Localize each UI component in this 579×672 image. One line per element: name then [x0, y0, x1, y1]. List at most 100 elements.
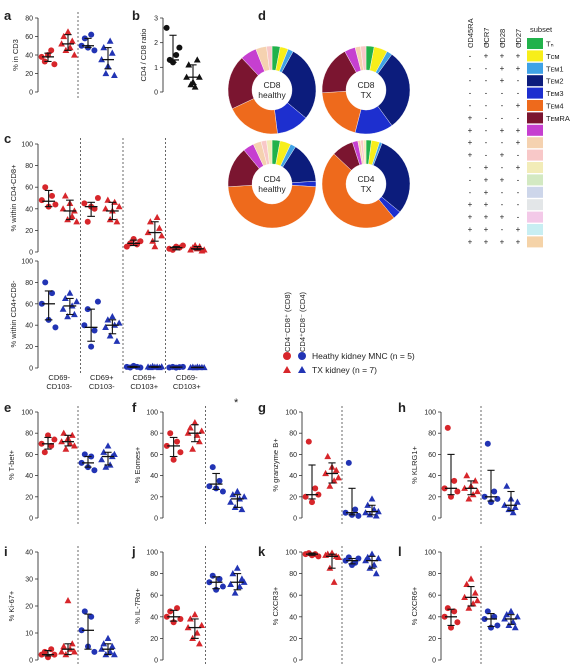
y-tick-label: 20: [25, 228, 33, 235]
y-tick-label: 80: [150, 571, 158, 578]
marker-sign: +: [500, 64, 505, 73]
data-point: [104, 442, 112, 449]
data-point: [494, 622, 501, 629]
data-point: [174, 438, 181, 445]
y-tick-label: 40: [289, 614, 297, 621]
panel-letter-a: a: [4, 8, 12, 23]
marker-sign: -: [469, 51, 472, 60]
marker-sign: -: [469, 76, 472, 85]
group-1: [322, 549, 342, 585]
data-point: [177, 615, 184, 622]
data-point: [444, 424, 451, 431]
data-point: [108, 313, 116, 320]
data-point: [137, 364, 144, 371]
data-point: [167, 430, 174, 437]
data-point: [183, 73, 190, 80]
y-tick-label: 30: [25, 577, 33, 584]
group-0: [163, 24, 183, 66]
y-tick-label: 20: [428, 494, 436, 501]
data-point: [88, 31, 95, 38]
data-point: [315, 553, 322, 560]
marker-sign: -: [501, 225, 504, 234]
marker-sign: -: [469, 89, 472, 98]
donut-slice: [377, 54, 411, 126]
subset-table: CD45RA CCR7 CD28 CD27 subset - + + + Tₙ - + + + Tᴄᴍ - - +…: [466, 18, 570, 248]
data-point: [88, 343, 95, 350]
data-point: [186, 615, 194, 622]
data-point: [71, 310, 78, 318]
marker-sign: +: [484, 237, 489, 246]
data-point: [501, 615, 508, 622]
data-point: [60, 429, 68, 436]
donut-label: CD8: [263, 80, 280, 90]
data-point: [209, 572, 216, 579]
marker-sign: -: [517, 200, 520, 209]
marker-header: CD27: [514, 29, 523, 48]
group-1: [461, 575, 481, 611]
data-point: [104, 634, 112, 641]
group-1: [184, 611, 206, 647]
data-point: [177, 449, 184, 456]
panel-letter-d: d: [258, 8, 266, 23]
marker-header: CCR7: [482, 28, 491, 48]
subset-swatch: [527, 38, 543, 49]
data-point: [71, 648, 78, 655]
data-point: [315, 491, 322, 498]
data-point: [153, 213, 161, 221]
data-point: [52, 324, 59, 331]
y-tick-label: 60: [25, 34, 33, 41]
subset-swatch: [527, 137, 543, 149]
donut-slice: [321, 153, 395, 229]
subset-swatch: [527, 100, 543, 111]
marker-sign: +: [500, 126, 505, 135]
data-point: [144, 228, 152, 236]
data-point: [137, 238, 144, 245]
data-point: [81, 451, 88, 458]
panel-c: c 0 20 40 60 80 100 % within CD4-CD8+: [4, 131, 208, 258]
group-2: [81, 195, 101, 225]
marker-sign: -: [501, 188, 504, 197]
marker-sign: -: [517, 175, 520, 184]
y-tick-label: 40: [428, 473, 436, 480]
subset-label: TᴇᴍRA: [546, 114, 570, 123]
panel-c2: 0 20 40 60 80 100 % within CD4+CD8-: [9, 255, 208, 374]
y-tick-label: 20: [428, 636, 436, 643]
data-point: [193, 431, 201, 438]
group-2: [342, 459, 362, 519]
data-point: [51, 61, 58, 68]
group-1: [183, 56, 203, 90]
y-axis-label: % CXCR6+: [410, 586, 419, 625]
group-3: [501, 482, 521, 516]
y-tick-label: 0: [293, 516, 297, 523]
data-point: [345, 459, 352, 466]
data-point: [115, 319, 123, 326]
data-point: [98, 56, 105, 63]
y-tick-label: 20: [25, 344, 33, 351]
y-tick-label: 40: [25, 323, 33, 330]
data-point: [73, 218, 81, 225]
y-tick-label: 0: [432, 516, 436, 523]
donut-slice: [321, 91, 362, 133]
data-point: [375, 508, 382, 515]
marker-sign: +: [484, 213, 489, 222]
data-point: [451, 608, 458, 615]
marker-sign: +: [500, 39, 505, 48]
subset-swatch: [527, 186, 543, 198]
data-point: [355, 555, 362, 562]
group-0: [38, 47, 58, 68]
donut-label: TX: [361, 90, 372, 100]
data-point: [146, 218, 154, 225]
data-point: [198, 427, 206, 434]
symbol-legend: CD4⁻CD8⁺ (CD8) CD4⁺CD8⁻ (CD4) Heathy kidne…: [283, 291, 415, 375]
group-3: [227, 564, 248, 596]
y-tick-label: 0: [29, 366, 33, 373]
donut-slice: [363, 139, 367, 165]
subset-swatch: [527, 236, 543, 248]
marker-sign: +: [500, 76, 505, 85]
data-point: [227, 498, 234, 505]
y-tick-label: 20: [25, 494, 33, 501]
data-point: [465, 495, 473, 502]
data-point: [113, 218, 121, 225]
data-point: [106, 332, 114, 339]
